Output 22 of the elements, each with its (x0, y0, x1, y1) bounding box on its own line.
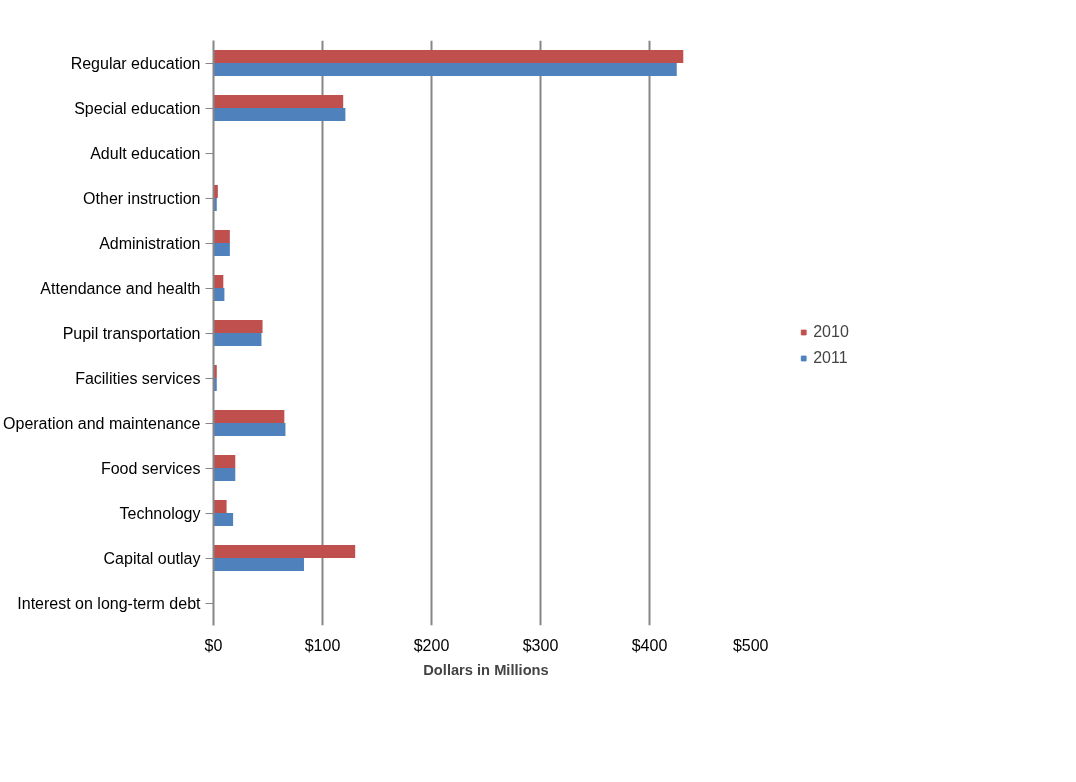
legend-label: 2010 (813, 323, 849, 341)
x-tick-label: $400 (631, 636, 668, 654)
y-tick-label: Other instruction (83, 189, 201, 207)
y-tick-label: Capital outlay (103, 549, 201, 567)
y-tick-label: Special education (74, 99, 201, 117)
y-tick-label: Operation and maintenance (3, 414, 201, 432)
y-tick-label: Regular education (70, 54, 201, 72)
x-tick-label: $500 (732, 636, 769, 654)
y-tick-label: Facilities services (75, 369, 201, 387)
y-tick-label: Food services (100, 459, 201, 477)
x-axis-title: Dollars in Millions (423, 661, 549, 678)
y-tick-label: Attendance and health (40, 279, 201, 297)
x-tick-label: $200 (413, 636, 450, 654)
legend-label: 2011 (813, 349, 848, 367)
y-tick-label: Pupil transportation (62, 324, 201, 342)
x-tick-label: $300 (522, 636, 559, 654)
y-tick-label: Interest on long-term debt (17, 594, 202, 612)
x-tick-label: $100 (304, 636, 341, 654)
x-tick-label: $0 (204, 636, 223, 654)
y-tick-label: Administration (99, 234, 201, 252)
y-tick-label: Technology (119, 504, 201, 522)
y-tick-label: Adult education (90, 144, 201, 162)
